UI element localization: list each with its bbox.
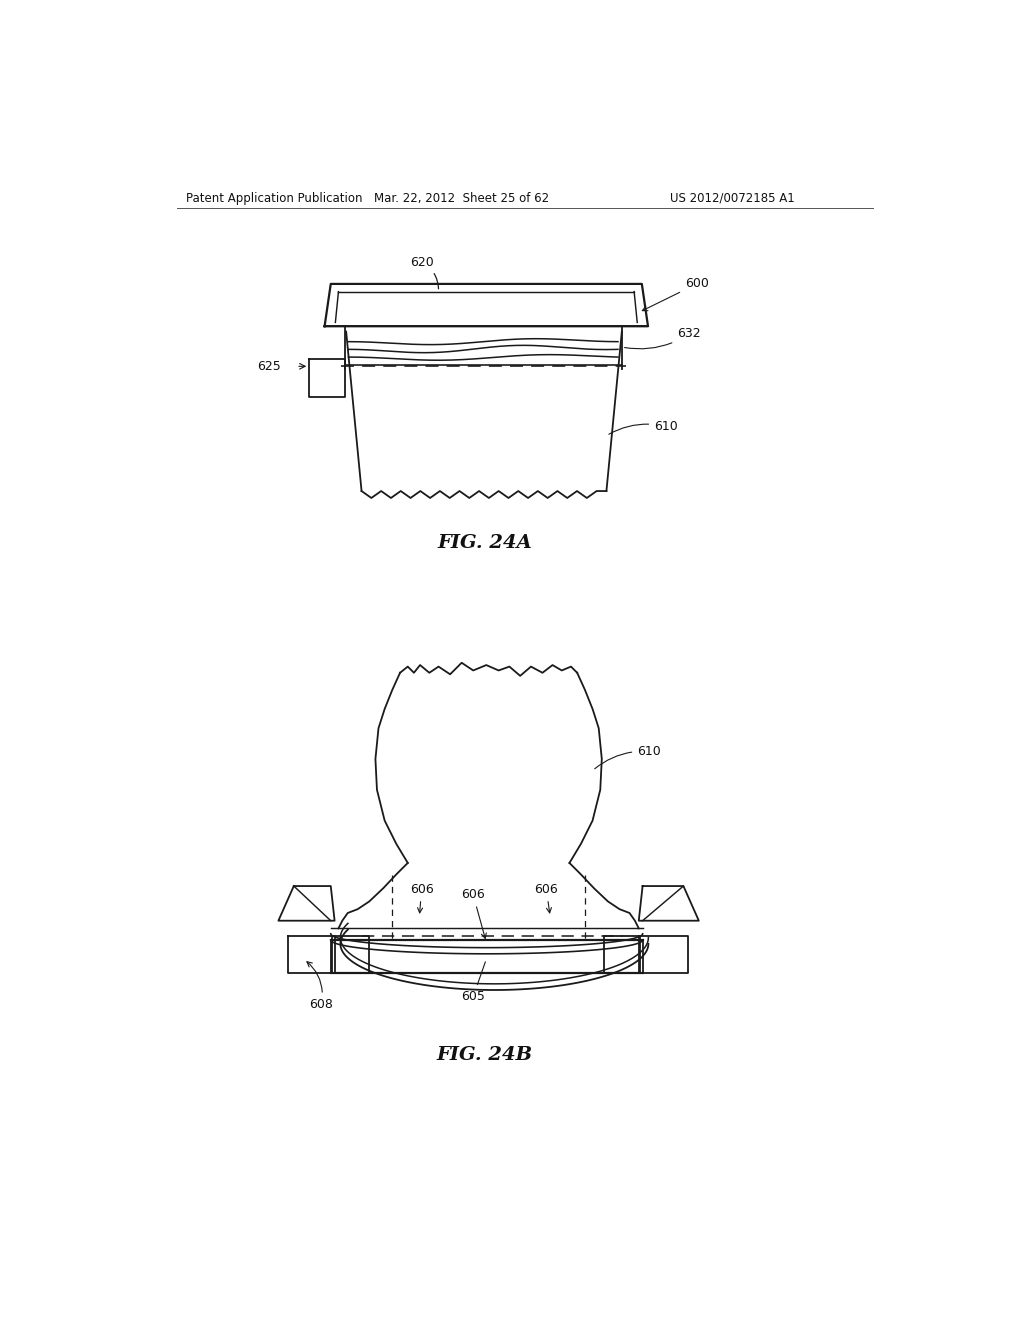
Text: Mar. 22, 2012  Sheet 25 of 62: Mar. 22, 2012 Sheet 25 of 62 xyxy=(374,191,549,205)
Text: 620: 620 xyxy=(410,256,438,289)
Text: Patent Application Publication: Patent Application Publication xyxy=(186,191,362,205)
Text: 610: 610 xyxy=(609,420,678,434)
Text: 606: 606 xyxy=(410,883,433,913)
Text: 605: 605 xyxy=(461,962,485,1003)
Text: US 2012/0072185 A1: US 2012/0072185 A1 xyxy=(670,191,795,205)
Text: FIG. 24B: FIG. 24B xyxy=(436,1047,532,1064)
Text: 608: 608 xyxy=(307,962,334,1011)
Text: FIG. 24A: FIG. 24A xyxy=(437,535,532,552)
Text: 606: 606 xyxy=(535,883,558,913)
Text: 632: 632 xyxy=(625,327,700,348)
Text: 610: 610 xyxy=(595,744,660,768)
Text: 606: 606 xyxy=(462,888,486,939)
Text: 600: 600 xyxy=(642,277,709,310)
Text: 625: 625 xyxy=(257,360,281,372)
